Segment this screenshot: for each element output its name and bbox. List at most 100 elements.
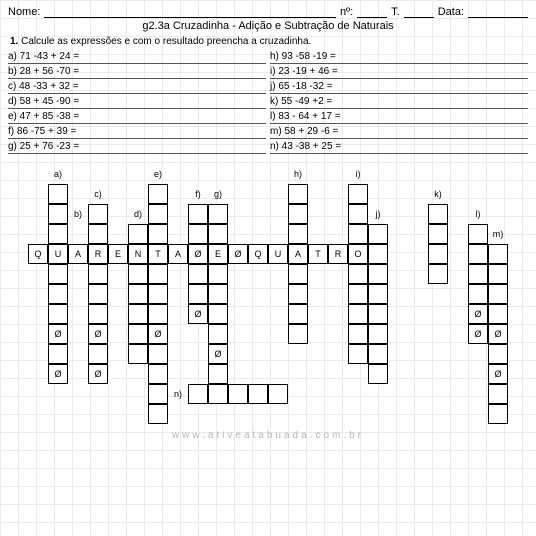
expression-row[interactable]: j) 65 -18 -32 = xyxy=(270,81,528,94)
crossword-cell[interactable] xyxy=(208,384,228,404)
crossword-cell[interactable] xyxy=(428,224,448,244)
crossword-cell[interactable] xyxy=(148,404,168,424)
crossword-cell[interactable] xyxy=(148,344,168,364)
crossword-cell[interactable] xyxy=(88,344,108,364)
crossword-cell[interactable] xyxy=(288,264,308,284)
crossword-cell[interactable] xyxy=(48,344,68,364)
crossword-cell[interactable] xyxy=(48,264,68,284)
crossword-cell[interactable] xyxy=(468,224,488,244)
crossword-cell[interactable] xyxy=(148,224,168,244)
crossword-cell[interactable] xyxy=(488,244,508,264)
crossword-cell[interactable] xyxy=(348,224,368,244)
crossword-cell[interactable] xyxy=(148,364,168,384)
crossword-cell[interactable] xyxy=(488,344,508,364)
crossword-cell[interactable] xyxy=(148,384,168,404)
crossword-cell[interactable] xyxy=(468,284,488,304)
crossword-cell[interactable] xyxy=(488,284,508,304)
crossword-cell[interactable] xyxy=(48,204,68,224)
crossword-cell[interactable] xyxy=(128,304,148,324)
crossword-cell[interactable] xyxy=(288,184,308,204)
crossword-cell[interactable] xyxy=(428,204,448,224)
date-blank[interactable] xyxy=(468,6,528,18)
crossword-cell[interactable] xyxy=(188,384,208,404)
expression-row[interactable]: n) 43 -38 + 25 = xyxy=(270,141,528,154)
crossword-cell[interactable] xyxy=(488,384,508,404)
crossword-cell[interactable] xyxy=(208,364,228,384)
crossword-cell[interactable] xyxy=(48,224,68,244)
crossword-cell[interactable] xyxy=(188,204,208,224)
crossword-cell[interactable] xyxy=(88,204,108,224)
crossword-cell[interactable] xyxy=(248,384,268,404)
crossword-cell[interactable] xyxy=(348,204,368,224)
crossword-cell[interactable] xyxy=(288,224,308,244)
crossword-cell[interactable] xyxy=(348,304,368,324)
crossword-cell[interactable] xyxy=(228,384,248,404)
crossword-cell[interactable] xyxy=(368,344,388,364)
crossword-cell[interactable] xyxy=(348,284,368,304)
crossword-cell[interactable] xyxy=(208,264,228,284)
crossword-cell[interactable] xyxy=(128,284,148,304)
expression-row[interactable]: b) 28 + 56 -70 = xyxy=(8,66,266,79)
crossword-cell[interactable] xyxy=(188,264,208,284)
class-blank[interactable] xyxy=(404,6,434,18)
crossword-cell[interactable] xyxy=(128,344,148,364)
crossword-cell[interactable] xyxy=(368,284,388,304)
crossword-cell[interactable] xyxy=(128,264,148,284)
crossword-cell[interactable] xyxy=(368,304,388,324)
crossword-cell[interactable] xyxy=(348,344,368,364)
crossword-cell[interactable] xyxy=(208,304,228,324)
expression-row[interactable]: k) 55 -49 +2 = xyxy=(270,96,528,109)
crossword-cell[interactable] xyxy=(148,204,168,224)
crossword-cell[interactable] xyxy=(208,324,228,344)
crossword-cell[interactable] xyxy=(148,184,168,204)
crossword-cell[interactable] xyxy=(48,304,68,324)
crossword-cell[interactable] xyxy=(48,284,68,304)
expression-row[interactable]: i) 23 -19 + 46 = xyxy=(270,66,528,79)
crossword-cell[interactable] xyxy=(428,244,448,264)
crossword-cell[interactable] xyxy=(368,224,388,244)
crossword-cell[interactable] xyxy=(88,304,108,324)
num-blank[interactable] xyxy=(357,6,387,18)
name-blank[interactable] xyxy=(44,6,336,18)
crossword-cell[interactable] xyxy=(468,244,488,264)
crossword-cell[interactable] xyxy=(468,264,488,284)
crossword-cell[interactable] xyxy=(288,284,308,304)
crossword-cell[interactable] xyxy=(288,304,308,324)
crossword-cell[interactable] xyxy=(88,224,108,244)
crossword-cell[interactable] xyxy=(148,304,168,324)
crossword-cell[interactable] xyxy=(368,244,388,264)
expression-row[interactable]: a) 71 -43 + 24 = xyxy=(8,51,266,64)
crossword-cell[interactable] xyxy=(88,284,108,304)
crossword-cell[interactable] xyxy=(48,184,68,204)
crossword-cell[interactable] xyxy=(188,224,208,244)
expression-row[interactable]: d) 58 + 45 -90 = xyxy=(8,96,266,109)
crossword-cell[interactable] xyxy=(348,184,368,204)
crossword-cell[interactable] xyxy=(268,384,288,404)
crossword-cell[interactable] xyxy=(88,264,108,284)
expression-row[interactable]: l) 83 - 64 + 17 = xyxy=(270,111,528,124)
expression-row[interactable]: h) 93 -58 -19 = xyxy=(270,51,528,64)
crossword-cell[interactable] xyxy=(348,264,368,284)
crossword-cell[interactable] xyxy=(368,264,388,284)
crossword-cell[interactable] xyxy=(148,264,168,284)
crossword-cell[interactable] xyxy=(368,364,388,384)
expression-row[interactable]: e) 47 + 85 -38 = xyxy=(8,111,266,124)
crossword-cell[interactable] xyxy=(288,204,308,224)
crossword-cell[interactable] xyxy=(208,224,228,244)
crossword-cell[interactable] xyxy=(488,304,508,324)
crossword-cell[interactable] xyxy=(288,324,308,344)
crossword-cell[interactable] xyxy=(348,324,368,344)
expression-row[interactable]: f) 86 -75 + 39 = xyxy=(8,126,266,139)
expression-row[interactable]: c) 48 -33 + 32 = xyxy=(8,81,266,94)
crossword-cell[interactable] xyxy=(208,284,228,304)
crossword-cell[interactable] xyxy=(208,204,228,224)
crossword-cell[interactable] xyxy=(488,404,508,424)
crossword-cell[interactable] xyxy=(188,284,208,304)
expression-row[interactable]: g) 25 + 76 -23 = xyxy=(8,141,266,154)
crossword-cell[interactable] xyxy=(128,324,148,344)
crossword-cell[interactable] xyxy=(128,224,148,244)
crossword-cell[interactable] xyxy=(488,264,508,284)
crossword-cell[interactable] xyxy=(148,284,168,304)
crossword-cell[interactable] xyxy=(368,324,388,344)
crossword-cell[interactable] xyxy=(428,264,448,284)
